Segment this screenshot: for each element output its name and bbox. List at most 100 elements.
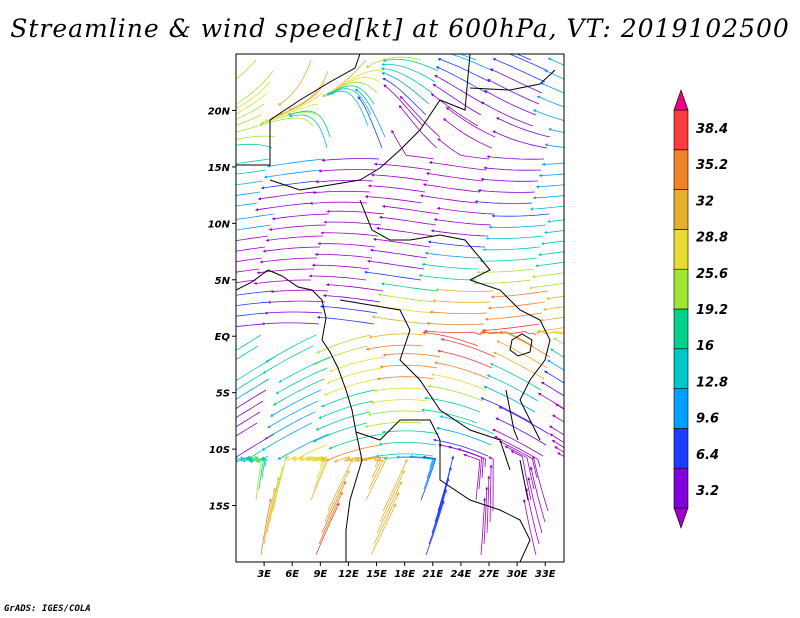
streamline	[549, 433, 564, 444]
streamline	[538, 173, 564, 178]
streamline	[327, 458, 353, 512]
streamline	[365, 344, 424, 351]
streamline	[263, 487, 276, 545]
streamline	[486, 155, 545, 160]
lat-tick-label: 10N	[208, 219, 231, 230]
streamline	[435, 288, 494, 292]
streamlines	[236, 54, 600, 556]
streamline	[489, 363, 542, 391]
streamline	[529, 282, 564, 290]
streamline	[236, 92, 268, 115]
streamline	[483, 166, 542, 171]
streamline	[236, 224, 272, 231]
streamline	[422, 183, 481, 193]
streamline	[365, 56, 422, 68]
streamline	[508, 54, 549, 72]
streamline	[254, 202, 313, 212]
streamline	[536, 327, 564, 333]
streamline	[494, 436, 541, 468]
streamline	[236, 143, 273, 149]
streamline	[484, 312, 543, 321]
streamline	[277, 433, 330, 460]
streamline	[574, 482, 597, 533]
streamline	[236, 114, 262, 126]
streamline	[265, 235, 324, 242]
streamline	[474, 200, 533, 204]
streamline	[544, 370, 564, 384]
streamline	[270, 389, 322, 417]
streamline	[287, 110, 331, 138]
streamline	[320, 231, 379, 237]
streamline	[498, 406, 550, 435]
streamline	[551, 439, 564, 449]
streamline	[364, 421, 423, 428]
streamline	[525, 487, 540, 545]
streamline	[504, 445, 535, 490]
streamline	[236, 70, 274, 105]
streamline	[236, 158, 270, 164]
lon-tick-label: 15E	[366, 569, 387, 580]
colorbar: 38.4 35.2 32 28.8 25.6 19.2 16 12.8 9.6 6.4 3.2	[673, 89, 728, 529]
streamline	[383, 84, 424, 127]
streamline	[354, 88, 386, 138]
streamline	[431, 477, 450, 534]
streamline	[260, 498, 272, 556]
streamline	[483, 385, 536, 413]
streamline	[577, 471, 600, 522]
streamline	[492, 58, 546, 83]
streamline	[428, 161, 487, 171]
streamline	[398, 104, 438, 149]
streamline	[266, 476, 280, 534]
streamline	[440, 338, 496, 358]
streamline	[367, 410, 426, 416]
streamline	[488, 456, 494, 511]
streamline	[383, 456, 434, 468]
streamline	[236, 213, 275, 220]
streamline	[312, 422, 368, 443]
streamline	[236, 422, 258, 437]
lat-tick-label: EQ	[215, 332, 231, 343]
streamline	[379, 364, 438, 369]
border-central	[359, 199, 491, 281]
streamline	[439, 415, 495, 435]
streamline	[489, 464, 493, 523]
streamline	[236, 389, 267, 409]
colorbar-label: 6.4	[696, 448, 719, 463]
streamline	[318, 169, 377, 173]
streamline	[490, 290, 549, 299]
streamline	[427, 240, 486, 248]
streamline	[236, 257, 263, 263]
streamline	[443, 118, 493, 149]
streamline	[373, 492, 400, 545]
colorbar-label: 9.6	[696, 412, 719, 427]
streamline	[236, 246, 266, 252]
streamline	[236, 125, 259, 133]
streamline	[236, 356, 276, 382]
streamline	[376, 376, 435, 381]
streamline	[330, 90, 369, 127]
streamline	[437, 58, 491, 83]
streamline	[535, 261, 564, 268]
streamline	[463, 453, 481, 501]
streamline	[536, 95, 564, 108]
streamline	[532, 455, 549, 512]
colorbar-label: 16	[696, 339, 714, 354]
streamline	[289, 114, 328, 149]
streamline	[479, 331, 534, 347]
streamline	[539, 316, 564, 322]
lon-tick-label: 3E	[257, 569, 271, 580]
streamline	[268, 224, 327, 231]
streamline	[571, 493, 594, 544]
streamline	[424, 396, 481, 413]
streamline	[437, 137, 490, 160]
colorbar-label: 3.2	[696, 484, 719, 499]
streamline	[236, 81, 271, 110]
streamline	[473, 279, 532, 285]
streamline	[428, 489, 448, 545]
streamline	[236, 290, 274, 296]
streamline	[491, 213, 550, 218]
streamline	[368, 333, 427, 339]
streamline	[380, 67, 433, 94]
streamline	[540, 82, 564, 94]
colorbar-segment	[673, 467, 689, 509]
